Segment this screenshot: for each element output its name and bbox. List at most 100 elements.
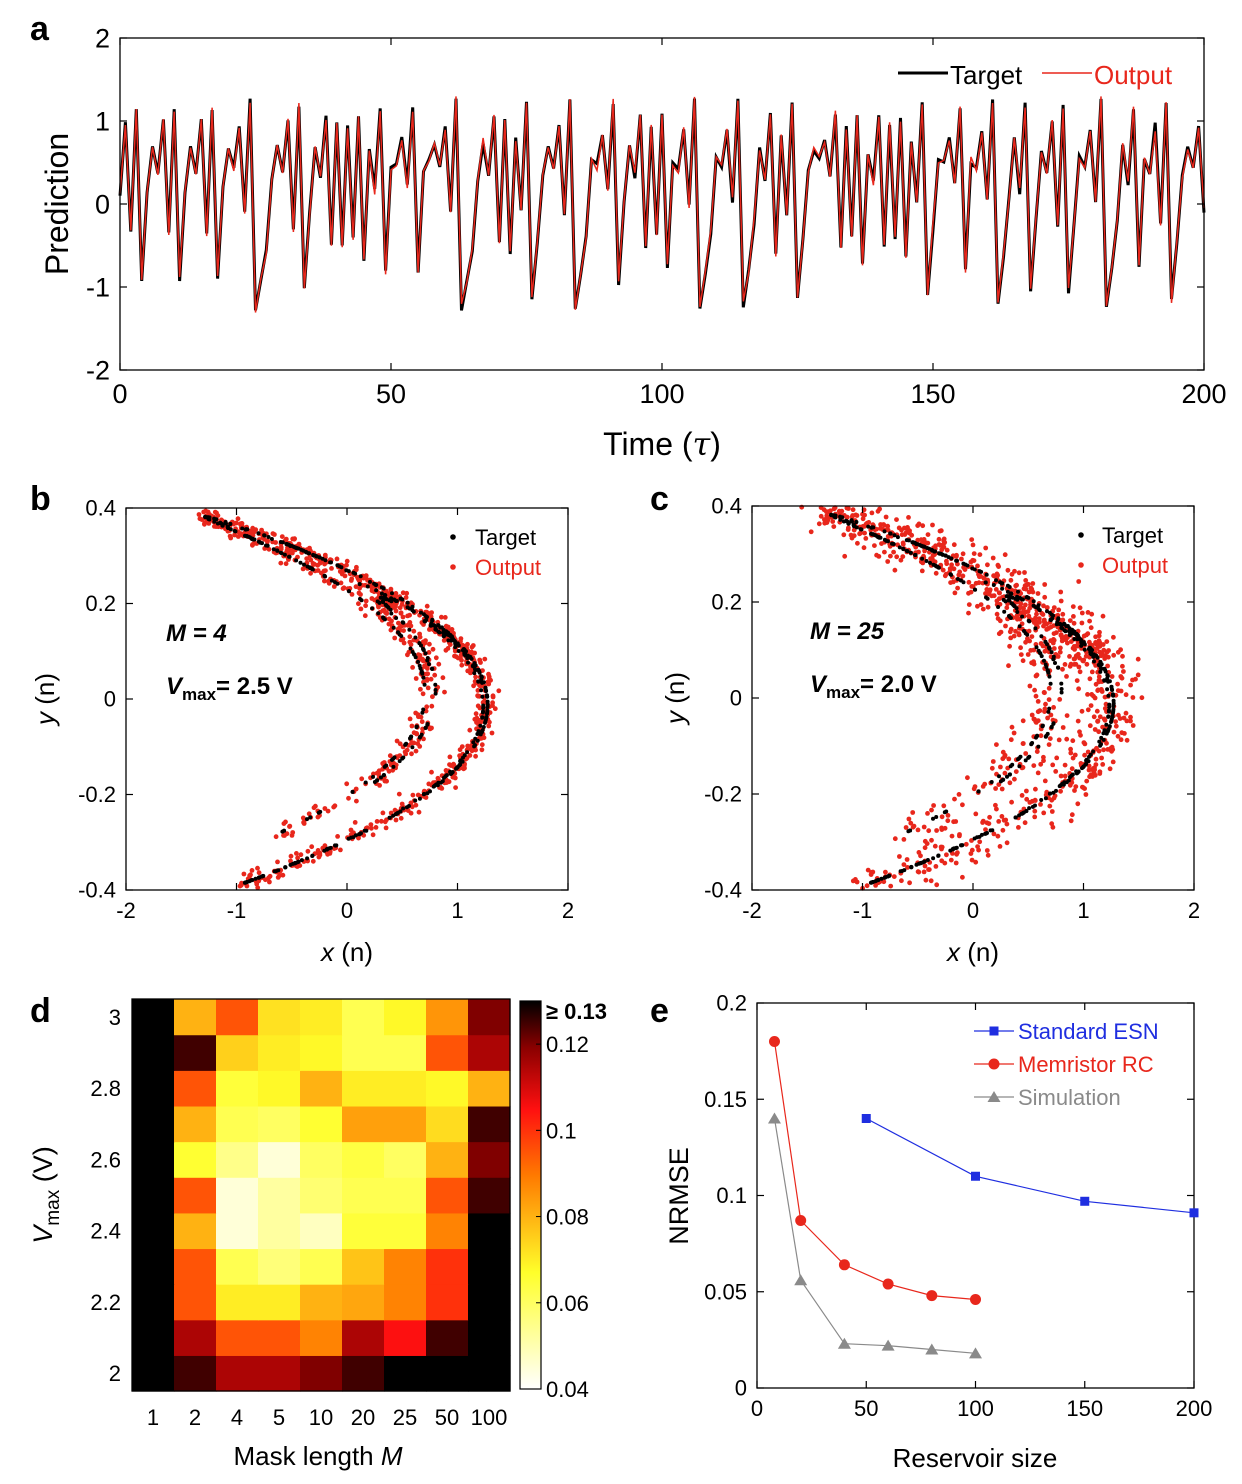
panel-c-target-point (1012, 604, 1017, 609)
panel-c-output-point (1057, 649, 1063, 655)
panel-d-cell (132, 1212, 175, 1250)
panel-c-output-point (864, 520, 870, 526)
panel-c-output-point (933, 570, 939, 576)
panel-d-cell (132, 1070, 175, 1107)
panel-b-output-point (390, 602, 396, 607)
panel-b-target-point (244, 527, 249, 532)
panel-c-output-point (998, 764, 1003, 770)
panel-letter-a: a (30, 10, 50, 48)
panel-b-output-point (450, 774, 456, 780)
panel-b-target-point (376, 611, 381, 616)
panel-b-target-point (302, 562, 306, 567)
panel-c-output-point (1130, 723, 1136, 728)
panel-c-output-point (1093, 663, 1098, 668)
panel-d-colorbar-label-1: 0.06 (546, 1291, 589, 1316)
panel-a-legend: Target Output (898, 60, 1173, 90)
panel-c-output-point (993, 786, 998, 791)
panel-c-output-point (1060, 666, 1065, 672)
panel-d-cell (300, 999, 343, 1036)
panel-c-output-point (1020, 718, 1026, 724)
panel-c-output-point (1026, 589, 1032, 595)
panel-b-target-point (346, 569, 351, 574)
panel-c-output-point (1073, 653, 1079, 659)
panel-c-output-point (963, 841, 969, 847)
panel-b-target-point (383, 597, 388, 601)
panel-d-ytick-label-3: 2.6 (90, 1147, 121, 1172)
panel-c-target-point (1040, 724, 1045, 729)
panel-b-output-point (288, 858, 293, 864)
panel-c-output-point (875, 508, 881, 514)
panel-d-cell (132, 1105, 175, 1143)
panel-d-cell (384, 1284, 427, 1321)
panel-c-output-point (1046, 742, 1052, 747)
panel-b-target-point (444, 629, 449, 634)
panel-b-output-point (397, 741, 403, 747)
panel-c-output-point (940, 567, 946, 573)
panel-c-target-point (936, 565, 941, 570)
panel-b-output-point (363, 603, 368, 609)
panel-c-output-point (1058, 589, 1064, 595)
panel-b-target-point (363, 780, 368, 785)
panel-c-target-point (1065, 624, 1070, 628)
panel-b-target-point (333, 843, 338, 848)
panel-c-xtick-label-4: 2 (1188, 898, 1200, 923)
panel-c-target-point (994, 578, 998, 583)
panel-c-output-point (932, 843, 938, 849)
panel-c-output-point (1081, 785, 1086, 791)
panel-b-output-point (283, 561, 289, 567)
panel-c-target-point (922, 859, 927, 864)
panel-c-output-point (1011, 730, 1017, 736)
panel-d-cell (300, 1141, 343, 1178)
panel-b-output-point (386, 621, 392, 627)
panel-c-output-point (1023, 586, 1029, 592)
panel-b-target-point (458, 759, 463, 764)
panel-b-output-point (327, 849, 333, 855)
panel-b-output-point (415, 741, 421, 746)
panel-c-output-point (1038, 733, 1044, 739)
panel-a-xlabel-text: Time ( (603, 426, 693, 462)
panel-b-output-point (489, 730, 495, 736)
panel-b-output-point (315, 814, 321, 820)
panel-b-target-point (419, 669, 424, 674)
panel-b-target-point (301, 548, 306, 553)
panel-c-target-point (1105, 687, 1110, 692)
panel-b-target-point (461, 648, 466, 653)
panel-c-target-point (950, 847, 955, 851)
panel-b: -2 -1 0 1 2 -0.4 -0.2 0 0.2 0.4 y (n) x (n) Targe… (30, 496, 574, 967)
panel-b-output-point (288, 853, 294, 859)
panel-c-output-point (1007, 629, 1013, 635)
panel-c-output-point (922, 863, 928, 869)
panel-b-output-point (317, 852, 323, 858)
panel-c-xtick-label-1: -1 (853, 898, 873, 923)
panel-c-target-point (871, 532, 875, 537)
panel-a-ytick-label-0: -2 (86, 355, 110, 385)
panel-c-output-point (861, 545, 867, 551)
panel-b-target-point (393, 812, 398, 817)
panel-c-output-point (994, 598, 1000, 604)
panel-c-output-point (1062, 773, 1068, 779)
panel-c-output-point (885, 523, 891, 529)
panel-c-output-point (1024, 796, 1030, 802)
panel-c-legend-output: Output (1102, 553, 1168, 578)
panel-b-target-point (403, 742, 408, 747)
panel-d-cell (342, 1355, 385, 1392)
panel-b-target-point (481, 680, 486, 685)
panel-b-output-point (407, 612, 412, 618)
panel-c-target-point (1000, 586, 1005, 591)
panel-b-target-point (294, 558, 299, 563)
panel-e-legend-marker-1 (988, 1058, 1000, 1070)
panel-c-output-point (1085, 707, 1091, 713)
panel-c-output-point (1110, 759, 1116, 765)
panel-d-cell (174, 1141, 217, 1178)
panel-b-target-point (423, 651, 428, 656)
panel-d-cell (174, 1248, 217, 1285)
panel-c-output-point (1020, 658, 1026, 664)
panel-b-output-point (398, 637, 404, 643)
panel-c-output-point (1015, 616, 1020, 622)
panel-b-target-point (282, 828, 286, 833)
panel-b-output-point (315, 562, 321, 568)
panel-b-target-point (465, 750, 470, 755)
panel-c-output-point (993, 587, 999, 592)
panel-b-target-point (387, 815, 392, 820)
panel-c-output-point (1048, 712, 1054, 718)
